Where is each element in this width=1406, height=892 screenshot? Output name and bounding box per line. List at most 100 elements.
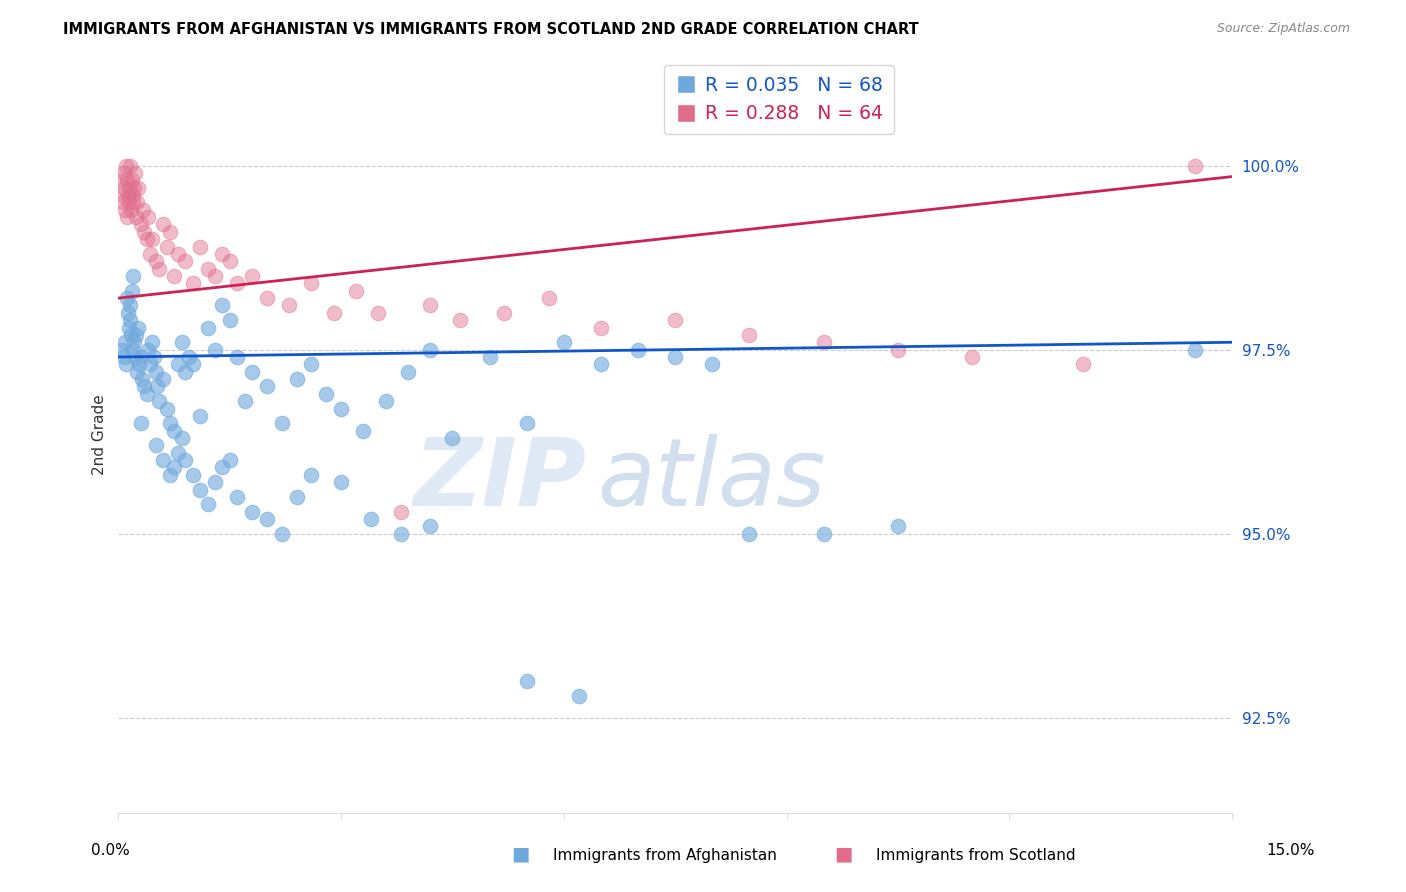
Point	[211, 460, 233, 475]
Point	[211, 247, 233, 261]
Point	[138, 357, 160, 371]
Point	[197, 320, 219, 334]
Point	[129, 218, 152, 232]
Point	[118, 195, 141, 210]
Point	[111, 343, 134, 357]
Point	[240, 365, 263, 379]
Point	[112, 180, 135, 194]
Point	[285, 490, 308, 504]
Point	[125, 365, 148, 379]
Point	[887, 343, 910, 357]
Point	[121, 173, 143, 187]
Point	[122, 335, 145, 350]
Point	[419, 298, 441, 312]
Point	[367, 306, 389, 320]
Point	[114, 202, 136, 217]
Point	[204, 268, 226, 283]
Point	[118, 320, 141, 334]
Point	[117, 291, 139, 305]
Point	[132, 202, 155, 217]
Point	[128, 357, 150, 371]
Point	[181, 357, 204, 371]
Point	[163, 268, 186, 283]
Point	[124, 166, 146, 180]
Point	[170, 431, 193, 445]
Point	[131, 372, 153, 386]
Point	[197, 261, 219, 276]
Point	[122, 180, 145, 194]
Point	[330, 475, 353, 490]
Point	[129, 417, 152, 431]
Point	[146, 379, 169, 393]
Point	[125, 195, 148, 210]
Point	[233, 394, 256, 409]
Point	[813, 335, 835, 350]
Point	[478, 350, 501, 364]
Point	[181, 277, 204, 291]
Point	[419, 343, 441, 357]
Point	[120, 327, 142, 342]
Legend: R = 0.035   N = 68, R = 0.288   N = 64: R = 0.035 N = 68, R = 0.288 N = 64	[664, 64, 894, 135]
Point	[141, 232, 163, 246]
Point	[118, 313, 141, 327]
Text: Source: ZipAtlas.com: Source: ZipAtlas.com	[1216, 22, 1350, 36]
Point	[389, 526, 412, 541]
Point	[135, 386, 157, 401]
Point	[188, 239, 211, 253]
Point	[122, 195, 145, 210]
Point	[256, 291, 278, 305]
Point	[177, 350, 200, 364]
Point	[152, 453, 174, 467]
Point	[1184, 159, 1206, 173]
Point	[134, 379, 156, 393]
Point	[120, 159, 142, 173]
Text: atlas: atlas	[598, 434, 825, 525]
Point	[117, 173, 139, 187]
Point	[301, 277, 323, 291]
Point	[738, 526, 761, 541]
Text: ■: ■	[510, 845, 530, 863]
Point	[166, 357, 188, 371]
Point	[118, 180, 141, 194]
Point	[204, 475, 226, 490]
Point	[516, 673, 538, 688]
Point	[315, 386, 337, 401]
Point	[166, 247, 188, 261]
Point	[129, 350, 152, 364]
Point	[145, 254, 167, 268]
Point	[960, 350, 983, 364]
Point	[166, 446, 188, 460]
Point	[1073, 357, 1095, 371]
Point	[121, 188, 143, 202]
Point	[322, 306, 344, 320]
Y-axis label: 2nd Grade: 2nd Grade	[93, 394, 107, 475]
Point	[120, 298, 142, 312]
Point	[419, 519, 441, 533]
Point	[537, 291, 560, 305]
Point	[115, 159, 138, 173]
Point	[589, 320, 612, 334]
Point	[278, 298, 301, 312]
Text: Immigrants from Scotland: Immigrants from Scotland	[876, 848, 1076, 863]
Point	[553, 335, 575, 350]
Point	[115, 210, 138, 224]
Point	[174, 453, 197, 467]
Point	[117, 188, 139, 202]
Point	[218, 453, 240, 467]
Point	[240, 268, 263, 283]
Point	[301, 467, 323, 482]
Point	[117, 306, 139, 320]
Text: 15.0%: 15.0%	[1267, 843, 1315, 858]
Point	[516, 417, 538, 431]
Point	[152, 372, 174, 386]
Point	[211, 298, 233, 312]
Point	[389, 505, 412, 519]
Point	[115, 357, 138, 371]
Point	[360, 512, 382, 526]
Point	[197, 497, 219, 511]
Point	[664, 313, 686, 327]
Point	[270, 417, 292, 431]
Point	[181, 467, 204, 482]
Point	[240, 505, 263, 519]
Point	[124, 350, 146, 364]
